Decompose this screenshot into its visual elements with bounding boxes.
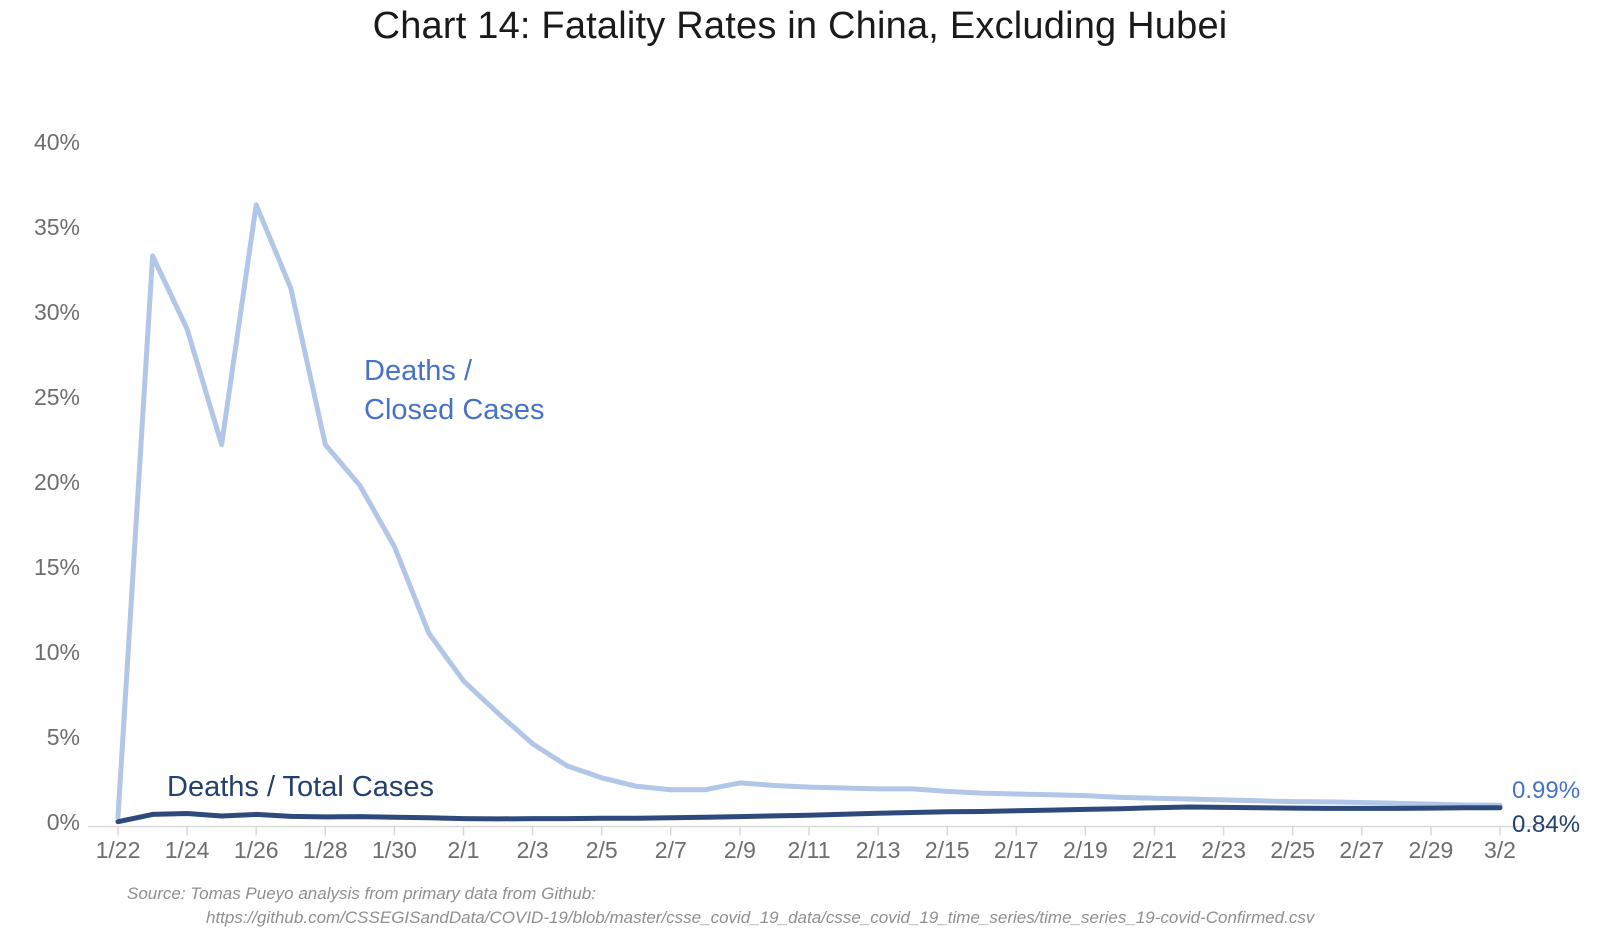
series-line-deaths-closed-cases (115, 202, 1503, 820)
source-attribution-text: Source: Tomas Pueyo analysis from primar… (127, 884, 596, 903)
x-axis-tick-label: 2/15 (925, 837, 970, 863)
x-axis-tick-label: 2/11 (787, 837, 830, 863)
series-label-deaths-closed-cases-line1: Deaths / (364, 355, 472, 387)
chart-title: Chart 14: Fatality Rates in China, Exclu… (372, 5, 1228, 47)
series-label-deaths-total-cases: Deaths / Total Cases (167, 771, 435, 803)
y-axis-tick-label: 25% (34, 384, 80, 410)
x-axis-tick-label: 2/1 (448, 837, 480, 863)
source-url-text: https://github.com/CSSEGISandData/COVID-… (206, 908, 1315, 927)
y-axis-tick-label: 5% (47, 724, 80, 750)
x-axis-tick-label: 2/29 (1409, 837, 1454, 863)
x-axis-tick-label: 2/13 (856, 837, 901, 863)
x-axis-tick-label: 2/27 (1339, 837, 1384, 863)
x-axis-tick-label: 1/24 (165, 837, 210, 863)
x-axis-tick-label: 2/21 (1132, 837, 1177, 863)
y-axis-tick-label: 30% (34, 299, 80, 325)
series-label-deaths-closed-cases-line2: Closed Cases (364, 394, 545, 426)
x-axis-tick-label: 1/22 (96, 837, 141, 863)
y-axis-tick-label: 10% (34, 639, 80, 665)
x-axis-tick-label: 1/30 (372, 837, 417, 863)
end-value-deaths-total-cases: 0.84% (1512, 811, 1581, 838)
x-axis-tick-label: 2/7 (655, 837, 687, 863)
x-axis-tick-label: 2/5 (586, 837, 618, 863)
x-axis-tick-label: 2/23 (1201, 837, 1246, 863)
x-axis-tick-label: 1/26 (234, 837, 279, 863)
x-axis-tick-label: 3/2 (1484, 837, 1516, 863)
x-axis-tick-label: 2/25 (1270, 837, 1315, 863)
y-axis-tick-label: 15% (34, 554, 80, 580)
series-label-deaths-closed-cases: Deaths / Closed Cases (364, 352, 545, 430)
x-axis-tick-label: 1/28 (303, 837, 348, 863)
x-axis-tick-label: 2/19 (1063, 837, 1108, 863)
x-axis-tick-label: 2/3 (517, 837, 549, 863)
end-value-deaths-closed-cases: 0.99% (1512, 777, 1581, 804)
y-axis-tick-label: 20% (34, 469, 80, 495)
y-axis-tick-label: 40% (34, 129, 80, 155)
x-axis-tick-label: 2/9 (724, 837, 756, 863)
x-axis-tick-label: 2/17 (994, 837, 1039, 863)
series-line-deaths-total-cases (115, 804, 1503, 825)
y-axis-tick-label: 0% (47, 809, 80, 835)
y-axis-tick-label: 35% (34, 214, 80, 240)
